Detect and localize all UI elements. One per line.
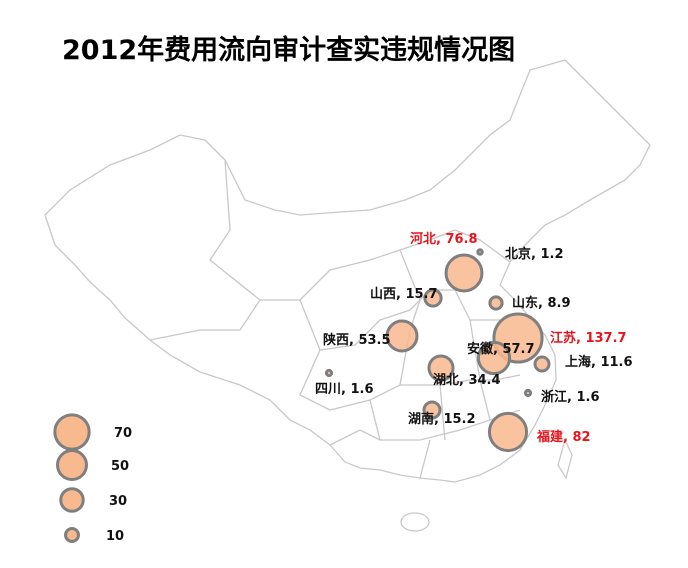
province-label: 河北, 76.8: [410, 231, 478, 247]
bubble-7: [533, 355, 551, 373]
hainan-island: [400, 512, 430, 532]
province-label: 湖南, 15.2: [408, 411, 476, 427]
province-label: 浙江, 1.6: [541, 389, 600, 405]
map-outline: [44, 59, 651, 532]
bubble-10: [523, 388, 533, 398]
province-label: 陕西, 53.5: [323, 332, 391, 348]
legend: 70 50 30 10: [53, 413, 132, 544]
bubble-1: [476, 248, 484, 256]
province-label: 山东, 8.9: [512, 295, 571, 311]
bubble-11: [422, 400, 442, 420]
province-label: 北京, 1.2: [505, 246, 564, 262]
bubble-8: [427, 354, 455, 382]
bubble-3: [488, 295, 504, 311]
legend-label: 50: [111, 459, 129, 474]
legend-bubble: [64, 527, 80, 543]
legend-bubble: [56, 449, 88, 481]
province-label: 江苏, 137.7: [550, 330, 627, 346]
legend-label: 10: [106, 529, 124, 544]
province-label: 湖北, 34.4: [433, 373, 501, 388]
bubble-12: [487, 411, 529, 453]
bubble-6: [476, 340, 512, 376]
province-label: 四川, 1.6: [315, 382, 374, 397]
bubble-4: [385, 319, 419, 353]
province-label: 山西, 15.7: [370, 286, 438, 302]
legend-label: 70: [114, 426, 132, 441]
legend-bubble: [53, 413, 91, 451]
province-lines: [149, 159, 521, 479]
province-label: 上海, 11.6: [565, 354, 633, 370]
legend-bubble: [59, 487, 85, 513]
bubble-9: [324, 368, 334, 378]
china-border: [44, 59, 651, 483]
bubble-2: [423, 288, 443, 308]
legend-label: 30: [109, 494, 127, 509]
province-label: 福建, 82: [536, 429, 591, 445]
bubble-0: [444, 253, 484, 293]
map-title: 2012年费用流向审计查实违规情况图: [62, 35, 516, 66]
taiwan-island: [557, 438, 573, 480]
province-label: 安徽, 57.7: [467, 341, 535, 357]
